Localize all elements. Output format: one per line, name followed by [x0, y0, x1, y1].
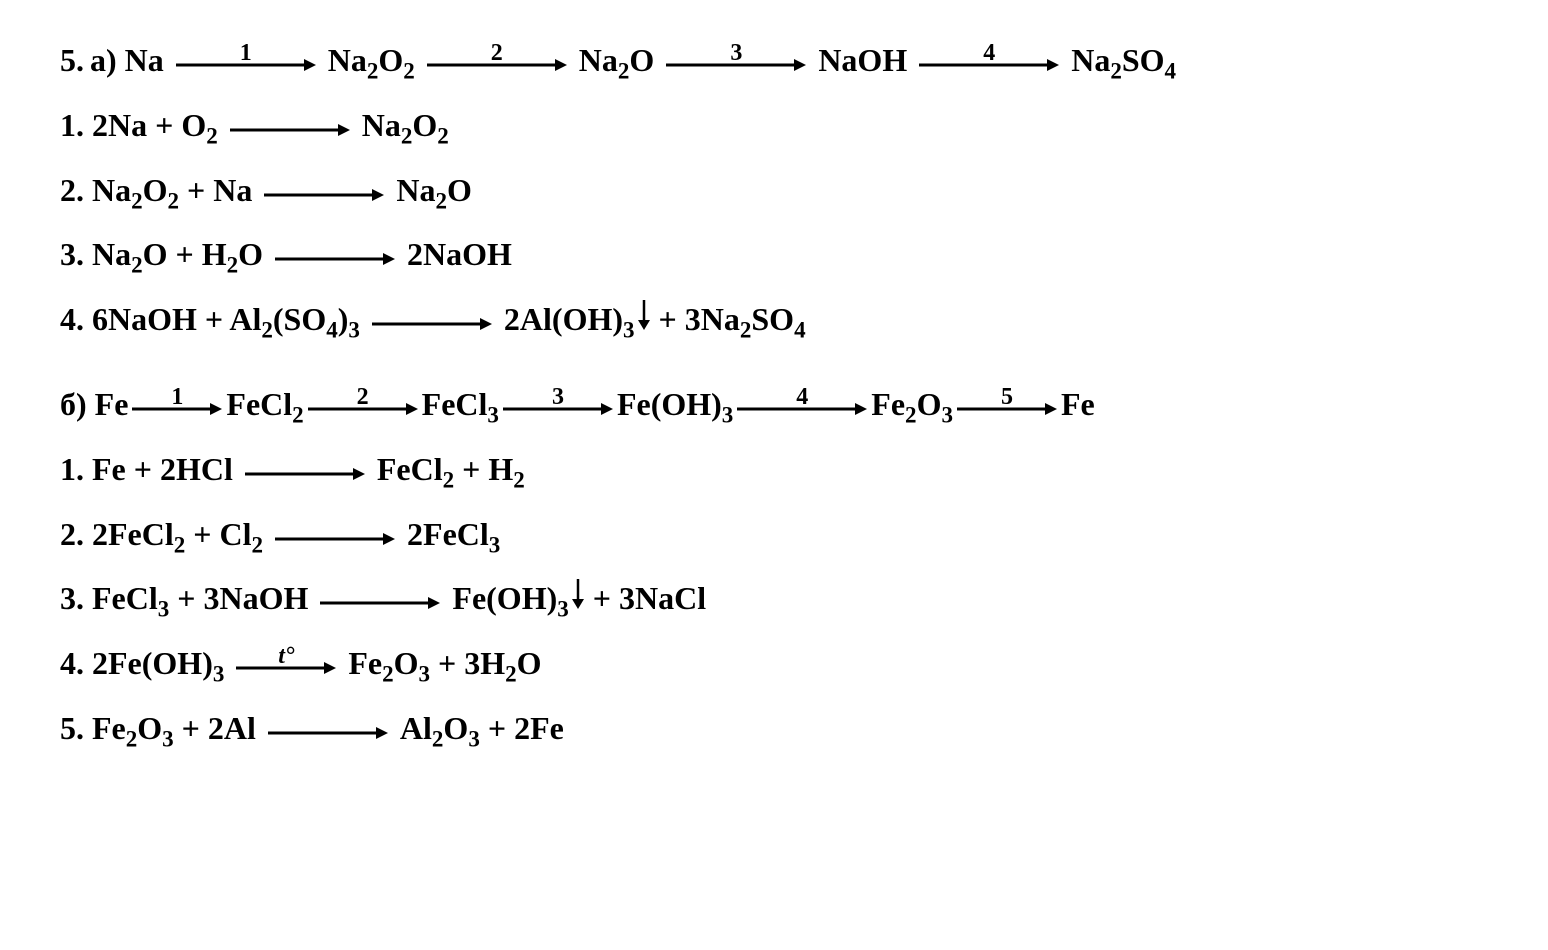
- chain-a: 5. a) Na 1 Na2O2 2 Na2O 3 NaOH 4 Na2SO4: [60, 30, 1488, 91]
- arrow-label: 3: [730, 41, 742, 65]
- step-b-4: 4. 2Fe(OH)3 t° Fe2O3 + 3H2O: [60, 633, 1488, 694]
- step-b-1: 1. Fe + 2HCl FeCl2 + H2: [60, 439, 1488, 500]
- step-b-5: 5. Fe2O3 + 2Al Al2O3 + 2Fe: [60, 698, 1488, 759]
- step-num: 4.: [60, 633, 84, 694]
- step-lhs: 2Na + O2: [84, 95, 226, 156]
- arrow-icon: [245, 468, 365, 480]
- arrow-icon: 4: [737, 403, 867, 415]
- step-num: 2.: [60, 160, 84, 221]
- step-rhs-a: 2Al(OH)3: [496, 289, 635, 350]
- step-lhs: 2FeCl2 + Cl2: [84, 504, 271, 565]
- step-num: 1.: [60, 95, 84, 156]
- step-num: 1.: [60, 439, 84, 500]
- down-arrow-icon: [571, 568, 585, 629]
- arrow-icon: t°: [236, 662, 336, 674]
- chain-a-species-3: NaOH: [810, 30, 915, 91]
- arrow-icon: 2: [427, 59, 567, 71]
- arrow-icon: [230, 124, 350, 136]
- step-lhs: FeCl3 + 3NaOH: [84, 568, 316, 629]
- arrow-label: 5: [1001, 385, 1013, 409]
- step-num: 3.: [60, 224, 84, 285]
- step-lhs: 2Fe(OH)3: [84, 633, 232, 694]
- arrow-label: 4: [796, 385, 808, 409]
- arrow-label-temp: t°: [278, 644, 294, 668]
- step-rhs: Al2O3 + 2Fe: [392, 698, 564, 759]
- arrow-icon: [275, 253, 395, 265]
- step-lhs: Fe2O3 + 2Al: [84, 698, 264, 759]
- chain-b-species-3: Fe(OH)3: [617, 374, 733, 435]
- step-rhs-a: Fe(OH)3: [444, 568, 568, 629]
- step-num: 4.: [60, 289, 84, 350]
- section-b-label: б): [60, 374, 87, 435]
- chain-a-species-2: Na2O: [571, 30, 663, 91]
- chain-a-species-1: Na2O2: [320, 30, 423, 91]
- chain-b-species-5: Fe: [1061, 374, 1095, 435]
- arrow-icon: [268, 727, 388, 739]
- step-rhs: 2NaOH: [399, 224, 512, 285]
- chain-b-species-1: FeCl2: [226, 374, 303, 435]
- section-a-label: a): [90, 30, 117, 91]
- step-rhs-b: + 3NaCl: [585, 568, 706, 629]
- arrow-icon: [264, 189, 384, 201]
- arrow-icon: 4: [919, 59, 1059, 71]
- step-rhs: FeCl2 + H2: [369, 439, 525, 500]
- problem-number: 5.: [60, 30, 84, 91]
- step-lhs: 6NaOH + Al2(SO4)3: [84, 289, 368, 350]
- step-lhs: Fe + 2HCl: [84, 439, 241, 500]
- step-num: 5.: [60, 698, 84, 759]
- arrow-icon: 3: [666, 59, 806, 71]
- chain-b-species-0: Fe: [87, 374, 129, 435]
- step-rhs-b: + 3Na2SO4: [651, 289, 806, 350]
- chain-b: б) Fe 1 FeCl2 2 FeCl3 3 Fe(OH)3 4 Fe2O3 …: [60, 374, 1488, 435]
- arrow-label: 2: [357, 385, 369, 409]
- step-rhs: Fe2O3 + 3H2O: [340, 633, 541, 694]
- arrow-icon: 3: [503, 403, 613, 415]
- arrow-icon: 5: [957, 403, 1057, 415]
- step-a-4: 4. 6NaOH + Al2(SO4)3 2Al(OH)3 + 3Na2SO4: [60, 289, 1488, 350]
- arrow-icon: 2: [308, 403, 418, 415]
- arrow-icon: [275, 533, 395, 545]
- arrow-label: 1: [171, 385, 183, 409]
- step-a-2: 2. Na2O2 + Na Na2O: [60, 160, 1488, 221]
- step-a-3: 3. Na2O + H2O 2NaOH: [60, 224, 1488, 285]
- arrow-label: 3: [552, 385, 564, 409]
- step-num: 3.: [60, 568, 84, 629]
- arrow-label: 1: [240, 41, 252, 65]
- arrow-icon: 1: [176, 59, 316, 71]
- chain-b-species-2: FeCl3: [422, 374, 499, 435]
- chain-a-species-0: Na: [117, 30, 172, 91]
- chain-a-species-4: Na2SO4: [1063, 30, 1176, 91]
- step-rhs: 2FeCl3: [399, 504, 500, 565]
- step-b-3: 3. FeCl3 + 3NaOH Fe(OH)3 + 3NaCl: [60, 568, 1488, 629]
- arrow-icon: 1: [132, 403, 222, 415]
- arrow-label: 2: [491, 41, 503, 65]
- step-rhs: Na2O: [388, 160, 472, 221]
- arrow-icon: [372, 318, 492, 330]
- arrow-label: 4: [983, 41, 995, 65]
- step-num: 2.: [60, 504, 84, 565]
- step-a-1: 1. 2Na + O2 Na2O2: [60, 95, 1488, 156]
- down-arrow-icon: [637, 289, 651, 350]
- step-lhs: Na2O2 + Na: [84, 160, 260, 221]
- step-b-2: 2. 2FeCl2 + Cl2 2FeCl3: [60, 504, 1488, 565]
- step-rhs: Na2O2: [354, 95, 449, 156]
- chain-b-species-4: Fe2O3: [871, 374, 953, 435]
- arrow-icon: [320, 597, 440, 609]
- step-lhs: Na2O + H2O: [84, 224, 271, 285]
